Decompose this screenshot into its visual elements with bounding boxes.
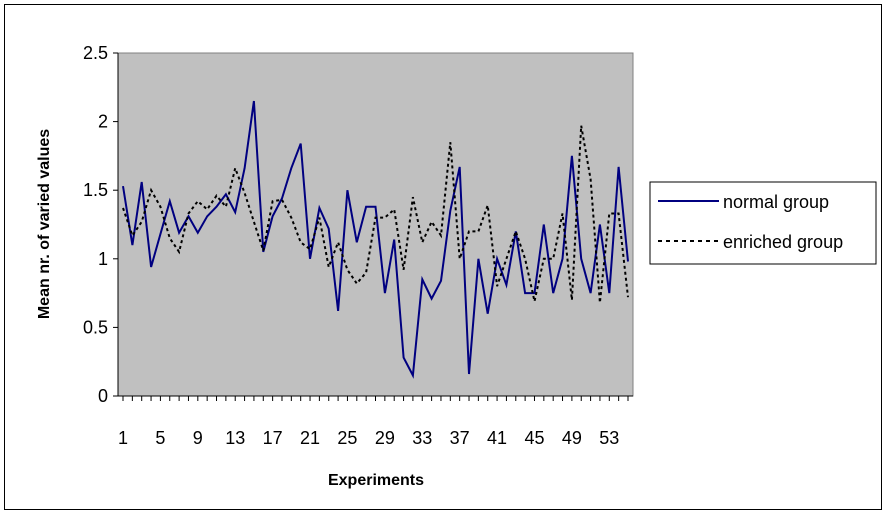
x-tick-label: 25 <box>337 428 357 448</box>
x-tick-label: 1 <box>118 428 128 448</box>
x-tick-label: 33 <box>412 428 432 448</box>
x-tick-label: 9 <box>193 428 203 448</box>
y-tick-label: 0.5 <box>83 317 108 337</box>
series-line-enriched-group <box>122 125 629 303</box>
legend-box <box>649 181 877 265</box>
x-tick-label: 45 <box>524 428 544 448</box>
x-tick-label: 53 <box>599 428 619 448</box>
y-tick-label: 1 <box>98 249 108 269</box>
x-tick-label: 37 <box>450 428 470 448</box>
y-tick-label: 2.5 <box>83 43 108 63</box>
legend-label-enriched-group: enriched group <box>723 232 843 252</box>
line-chart: 0 0.5 1 1.5 2 2.5 1 5 9 13 17 21 25 29 33 37 41 45 49 53 E… <box>36 43 877 489</box>
y-tick-label: 2 <box>98 112 108 132</box>
y-axis-ticks: 0 0.5 1 1.5 2 2.5 <box>83 43 118 406</box>
y-tick-label: 0 <box>98 386 108 406</box>
x-axis-title: Experiments <box>328 472 424 489</box>
x-tick-label: 5 <box>155 428 165 448</box>
x-tick-label: 21 <box>300 428 320 448</box>
y-axis-title: Mean nr. of varied values <box>36 129 53 319</box>
x-axis-ticks: 1 5 9 13 17 21 25 29 33 37 41 45 49 53 <box>118 396 629 448</box>
chart-frame: 0 0.5 1 1.5 2 2.5 1 5 9 13 17 21 25 29 33 37 41 45 49 53 E… <box>4 4 882 510</box>
legend: normal group enriched group <box>649 181 877 265</box>
x-tick-label: 29 <box>375 428 395 448</box>
y-tick-label: 1.5 <box>83 180 108 200</box>
x-tick-label: 49 <box>562 428 582 448</box>
x-tick-label: 13 <box>225 428 245 448</box>
plot-area <box>117 52 634 397</box>
series-lines <box>122 100 629 379</box>
series-line-normal-group <box>122 100 629 379</box>
legend-label-normal-group: normal group <box>723 192 829 212</box>
x-tick-label: 41 <box>487 428 507 448</box>
x-tick-label: 17 <box>263 428 283 448</box>
